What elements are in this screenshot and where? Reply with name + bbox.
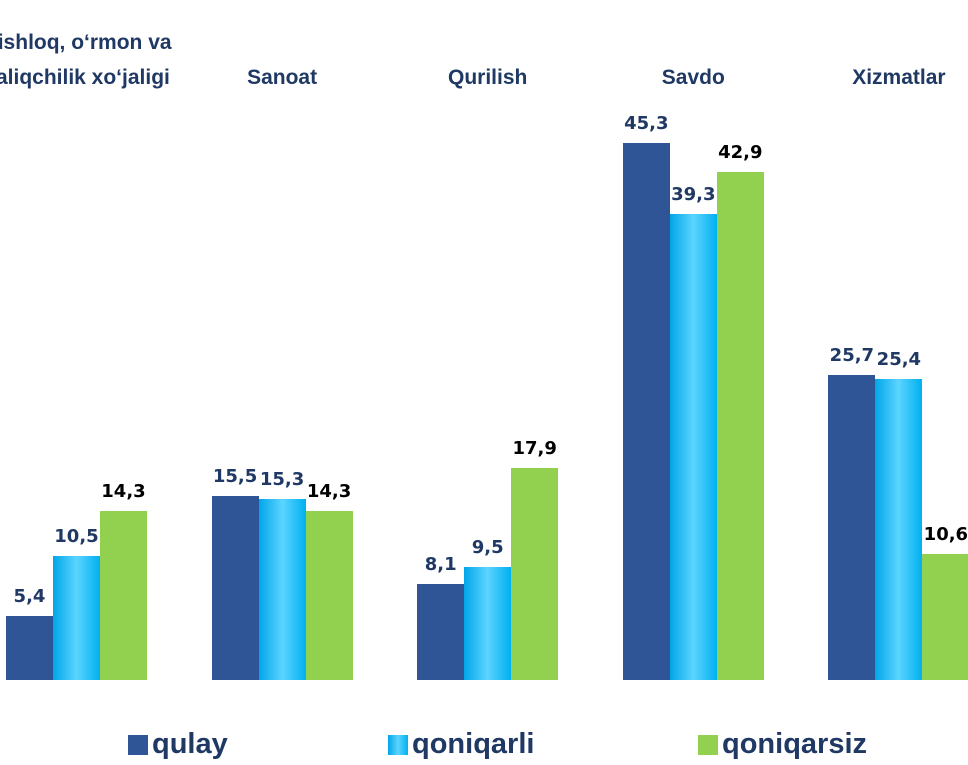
bar xyxy=(716,171,764,680)
bar xyxy=(305,510,353,680)
bar xyxy=(875,379,923,680)
bar xyxy=(828,375,876,680)
data-label: 10,5 xyxy=(54,525,99,547)
bar xyxy=(511,467,559,680)
bar xyxy=(6,616,53,680)
legend-item: qoniqarli xyxy=(388,728,534,761)
legend-item: qoniqarsiz xyxy=(698,728,867,761)
data-label: 42,9 xyxy=(718,141,763,163)
legend-item: qulay xyxy=(128,728,228,761)
bar xyxy=(258,498,306,680)
bar xyxy=(922,554,968,680)
data-label: 39,3 xyxy=(671,184,716,206)
data-label: 15,3 xyxy=(259,468,305,490)
bar xyxy=(622,143,670,680)
data-label: 15,5 xyxy=(212,466,258,488)
category-label: Qishloq, o‘rmon va baliqchilik xo‘jaligi xyxy=(0,31,172,89)
data-label: 14,3 xyxy=(101,480,146,502)
bar xyxy=(100,510,147,680)
category-label: Qurilish xyxy=(448,66,528,89)
bar xyxy=(211,496,259,680)
legend-swatch xyxy=(388,734,408,755)
data-label: 14,3 xyxy=(306,480,352,502)
legend-swatch xyxy=(128,734,148,755)
bar xyxy=(669,214,717,680)
category-label: Savdo xyxy=(661,66,725,89)
data-label: 17,9 xyxy=(512,437,557,459)
data-label: 9,5 xyxy=(471,537,504,559)
data-label: 25,7 xyxy=(829,345,875,367)
bar xyxy=(417,584,465,680)
category-label: Xizmatlar xyxy=(852,66,946,89)
data-label: 45,3 xyxy=(624,113,669,135)
legend-label: qoniqarli xyxy=(412,728,535,760)
category-label: Sanoat xyxy=(247,66,318,89)
data-label: 25,4 xyxy=(876,349,922,370)
data-label: 10,6 xyxy=(923,524,968,546)
bar xyxy=(464,567,512,680)
data-label: 8,1 xyxy=(424,554,457,575)
bar xyxy=(53,555,100,680)
legend-swatch xyxy=(698,734,718,755)
legend-label: qoniqarsiz xyxy=(722,728,868,760)
legend-label: qulay xyxy=(152,728,228,760)
data-label: 5,4 xyxy=(13,586,46,607)
